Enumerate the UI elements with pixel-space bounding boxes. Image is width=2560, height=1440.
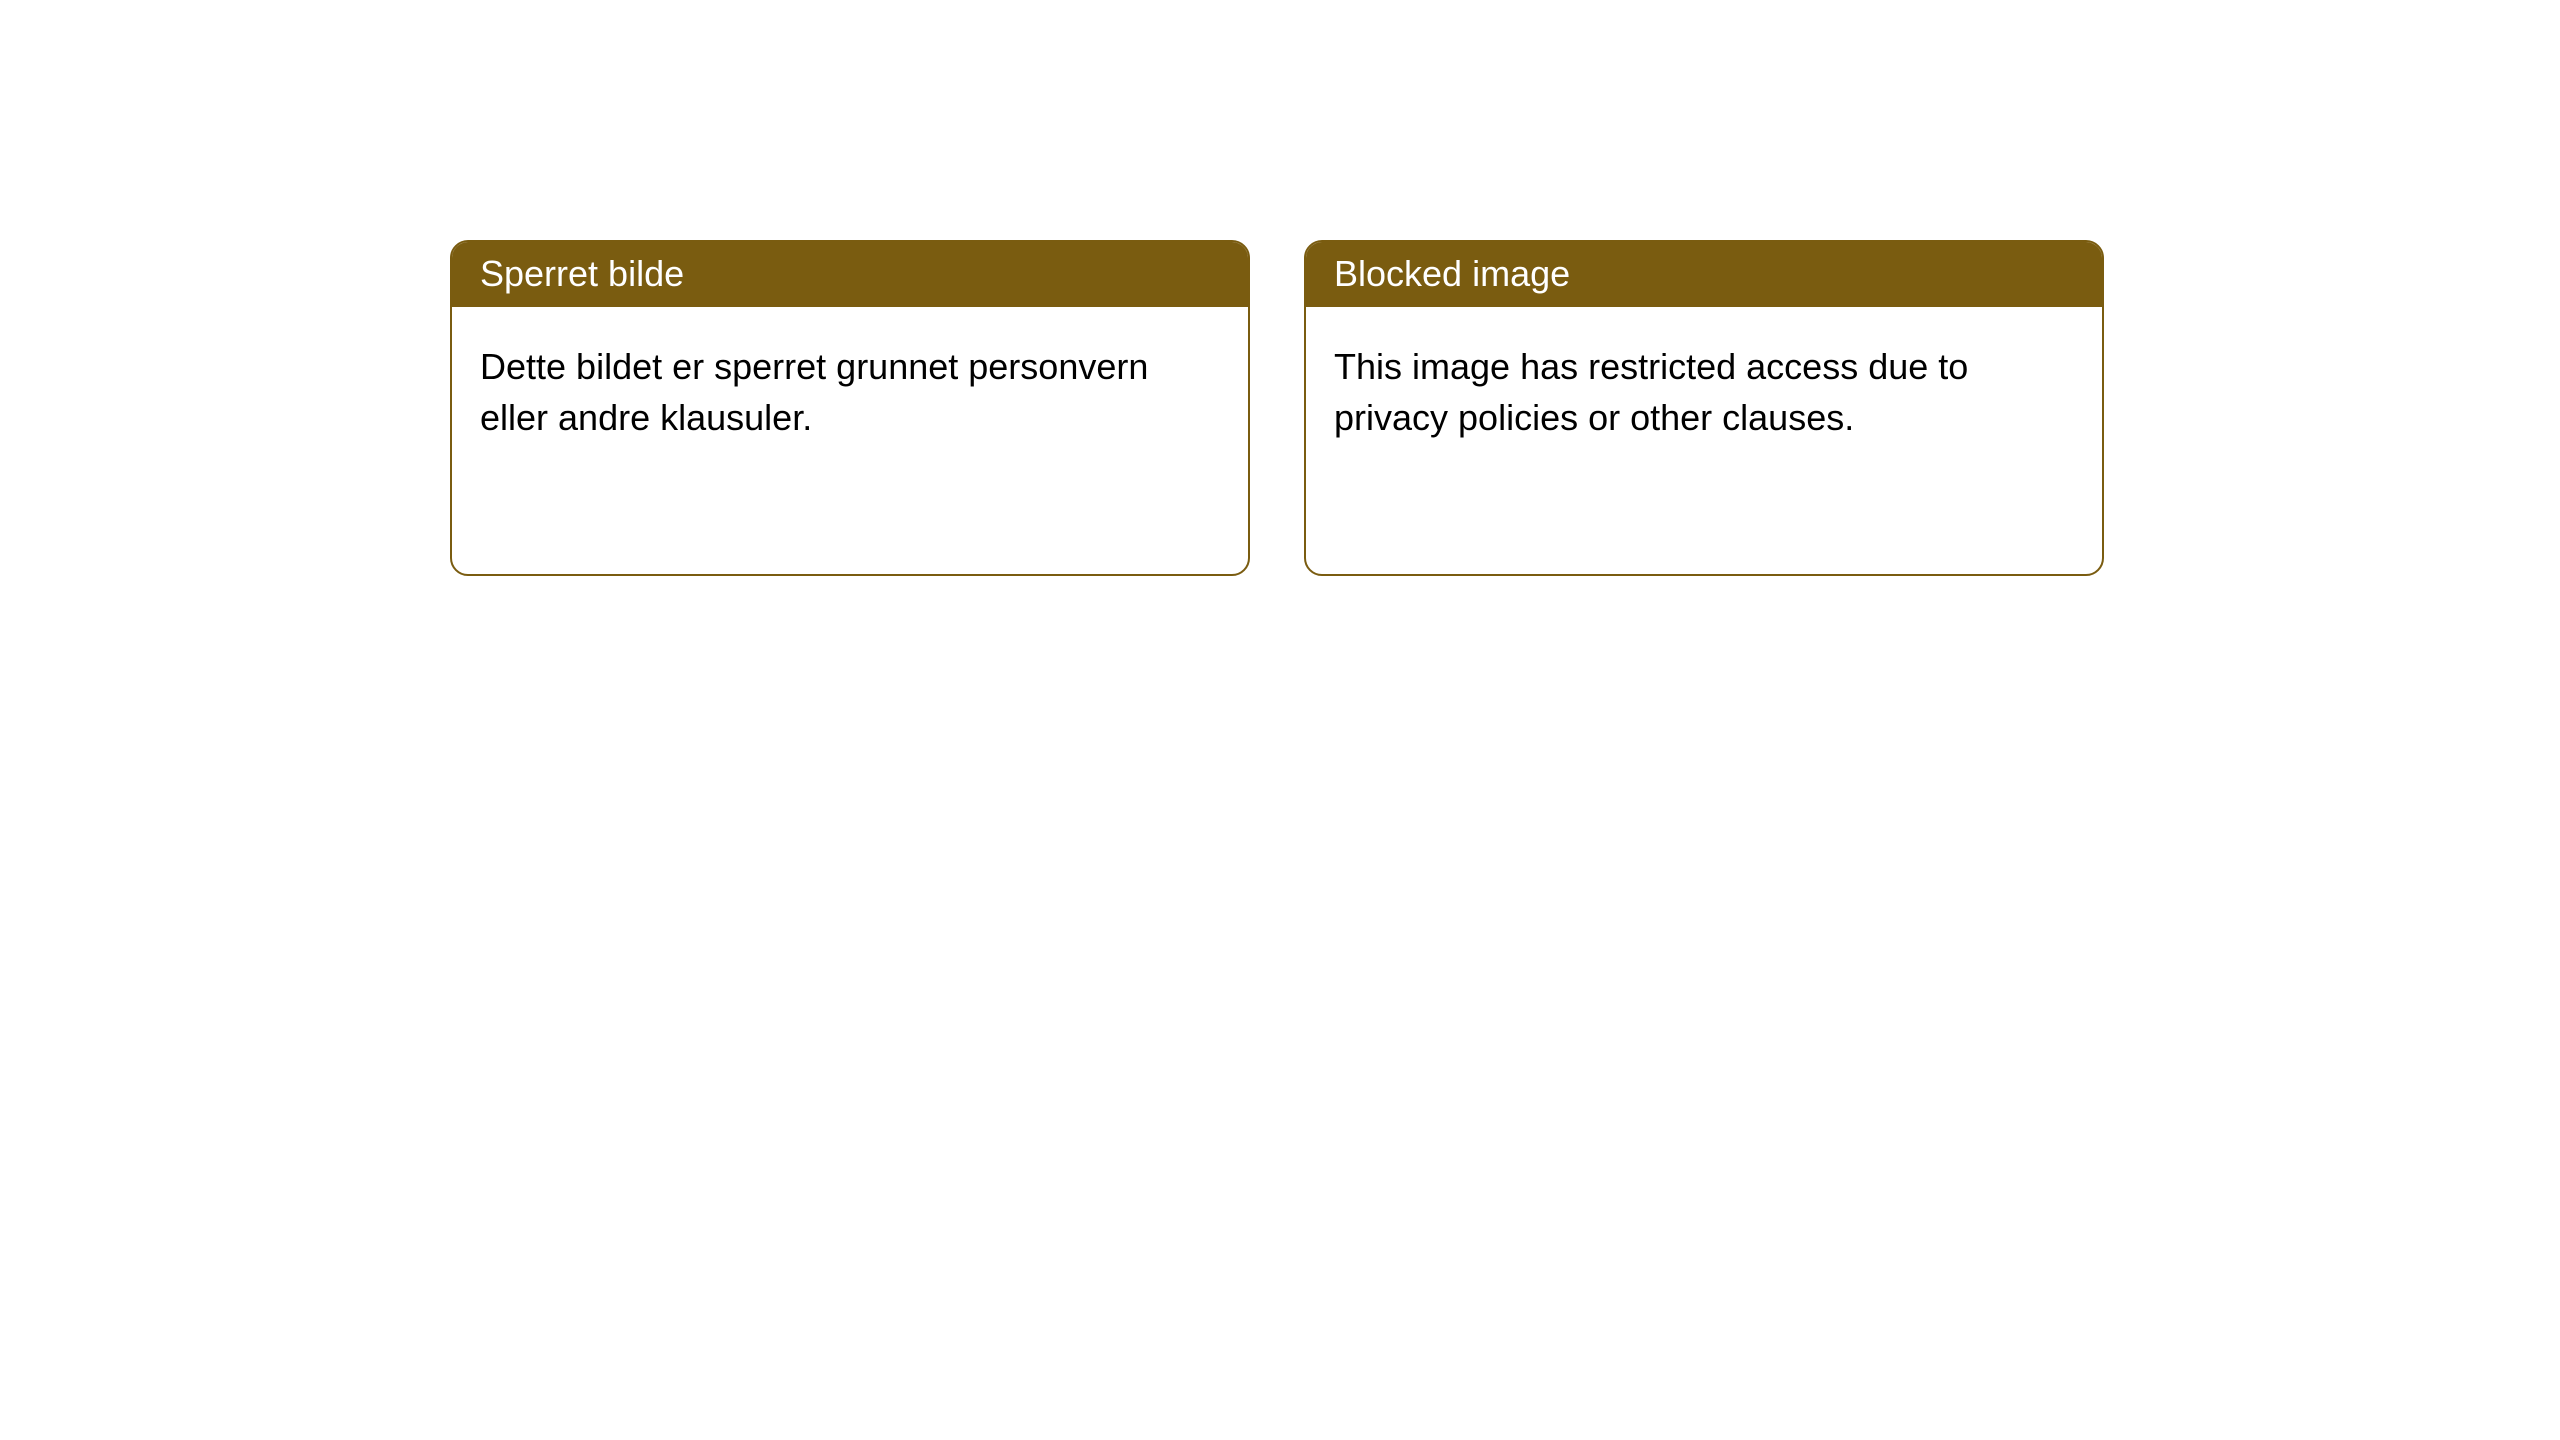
- notice-body-no: Dette bildet er sperret grunnet personve…: [452, 307, 1248, 477]
- notice-card-en: Blocked image This image has restricted …: [1304, 240, 2104, 576]
- notice-title-en: Blocked image: [1306, 242, 2102, 307]
- notice-card-no: Sperret bilde Dette bildet er sperret gr…: [450, 240, 1250, 576]
- notice-body-en: This image has restricted access due to …: [1306, 307, 2102, 477]
- notice-title-no: Sperret bilde: [452, 242, 1248, 307]
- notice-container: Sperret bilde Dette bildet er sperret gr…: [0, 0, 2560, 576]
